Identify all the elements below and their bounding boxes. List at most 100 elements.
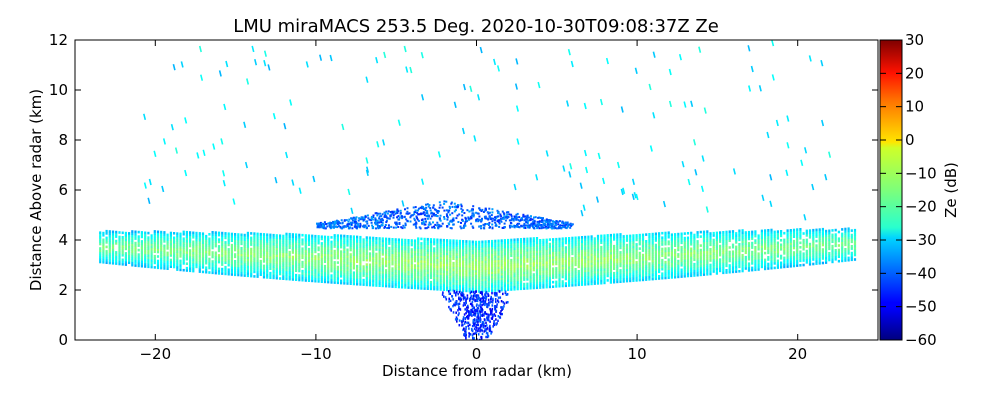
reflectivity-cell <box>767 265 770 268</box>
reflectivity-cell <box>246 254 249 257</box>
reflectivity-cell <box>558 282 561 286</box>
reflectivity-cell <box>593 246 596 249</box>
reflectivity-cell <box>426 240 429 243</box>
reflectivity-cell <box>346 266 349 270</box>
reflectivity-cell <box>815 257 818 261</box>
reflectivity-cell <box>375 237 378 240</box>
reflectivity-cell <box>372 239 375 242</box>
reflectivity-cell <box>156 244 160 247</box>
reflectivity-cell <box>516 269 519 273</box>
reflectivity-cell <box>667 262 670 266</box>
reflectivity-cell <box>847 247 850 251</box>
reflectivity-cell <box>619 257 622 261</box>
reflectivity-cell <box>725 233 728 236</box>
reflectivity-cell <box>230 270 233 274</box>
reflectivity-cell <box>346 277 349 281</box>
reflectivity-cell <box>227 259 230 262</box>
reflectivity-cell <box>503 268 506 271</box>
reflectivity-cell <box>504 216 507 219</box>
reflectivity-cell <box>519 278 523 282</box>
reflectivity-cell <box>243 242 246 246</box>
reflectivity-cell <box>641 242 645 246</box>
reflectivity-cell <box>532 248 535 251</box>
reflectivity-cell <box>375 243 378 247</box>
reflectivity-cell <box>542 274 545 278</box>
reflectivity-cell <box>764 265 767 268</box>
reflectivity-cell <box>780 232 783 235</box>
reflectivity-cell <box>696 271 699 275</box>
reflectivity-cell <box>696 231 699 234</box>
reflectivity-cell <box>211 264 214 268</box>
reflectivity-cell <box>574 243 577 246</box>
reflectivity-cell <box>677 253 680 256</box>
reflectivity-cell <box>449 268 452 272</box>
reflectivity-cell <box>407 281 410 285</box>
reflectivity-cell <box>208 271 211 274</box>
reflectivity-cell <box>590 260 593 263</box>
reflectivity-cell <box>282 270 285 274</box>
reflectivity-cell <box>593 253 596 256</box>
reflectivity-cell <box>539 259 542 262</box>
reflectivity-cell <box>516 274 519 277</box>
reflectivity-cell <box>654 252 657 256</box>
reflectivity-cell <box>715 240 718 244</box>
reflectivity-cell <box>137 255 140 259</box>
reflectivity-cell <box>205 261 208 265</box>
reflectivity-cell <box>352 242 355 245</box>
reflectivity-cell <box>166 267 169 270</box>
reflectivity-cell <box>446 268 449 271</box>
reflectivity-cell <box>468 271 471 275</box>
reflectivity-cell <box>616 262 619 266</box>
reflectivity-cell <box>728 250 731 254</box>
reflectivity-cell <box>735 254 738 258</box>
reflectivity-cell <box>491 255 494 259</box>
reflectivity-cell <box>153 250 156 253</box>
reflectivity-cell <box>323 269 327 272</box>
reflectivity-cell <box>664 240 667 244</box>
reflectivity-cell <box>352 260 355 263</box>
reflectivity-cell <box>266 276 269 279</box>
reflectivity-cell <box>834 258 837 261</box>
reflectivity-cell <box>715 260 718 264</box>
reflectivity-cell <box>214 235 217 239</box>
reflectivity-cell <box>715 247 718 250</box>
reflectivity-cell <box>487 255 490 259</box>
reflectivity-cell <box>250 243 253 246</box>
reflectivity-cell <box>102 247 105 251</box>
reflectivity-cell <box>616 258 619 261</box>
reflectivity-cell <box>478 269 481 273</box>
reflectivity-cell <box>539 263 542 267</box>
reflectivity-cell <box>327 278 330 282</box>
reflectivity-cell <box>352 246 355 250</box>
reflectivity-cell <box>350 223 353 226</box>
reflectivity-cell <box>351 227 354 230</box>
reflectivity-cell <box>436 254 439 257</box>
reflectivity-cell <box>487 282 490 286</box>
reflectivity-cell <box>503 241 506 244</box>
reflectivity-cell <box>523 262 526 266</box>
reflectivity-cell <box>169 233 172 237</box>
reflectivity-cell <box>272 242 275 246</box>
reflectivity-cell <box>664 274 667 277</box>
reflectivity-cell <box>702 230 706 234</box>
reflectivity-cell <box>783 240 786 244</box>
reflectivity-cell <box>341 221 344 224</box>
reflectivity-cell <box>629 234 632 238</box>
reflectivity-cell <box>773 235 776 238</box>
reflectivity-cell <box>593 282 596 285</box>
reflectivity-cell <box>757 265 760 269</box>
reflectivity-cell <box>346 259 349 263</box>
reflectivity-cell <box>658 268 661 271</box>
reflectivity-cell <box>561 221 564 224</box>
reflectivity-cell <box>441 222 444 225</box>
reflectivity-cell <box>446 243 449 247</box>
reflectivity-cell <box>603 268 606 271</box>
reflectivity-cell <box>507 243 510 246</box>
reflectivity-cell <box>240 235 243 239</box>
reflectivity-cell <box>392 214 395 217</box>
reflectivity-cell <box>397 263 400 266</box>
reflectivity-cell <box>587 242 590 245</box>
reflectivity-cell <box>619 260 622 263</box>
reflectivity-cell <box>515 213 518 216</box>
reflectivity-cell <box>613 267 616 270</box>
